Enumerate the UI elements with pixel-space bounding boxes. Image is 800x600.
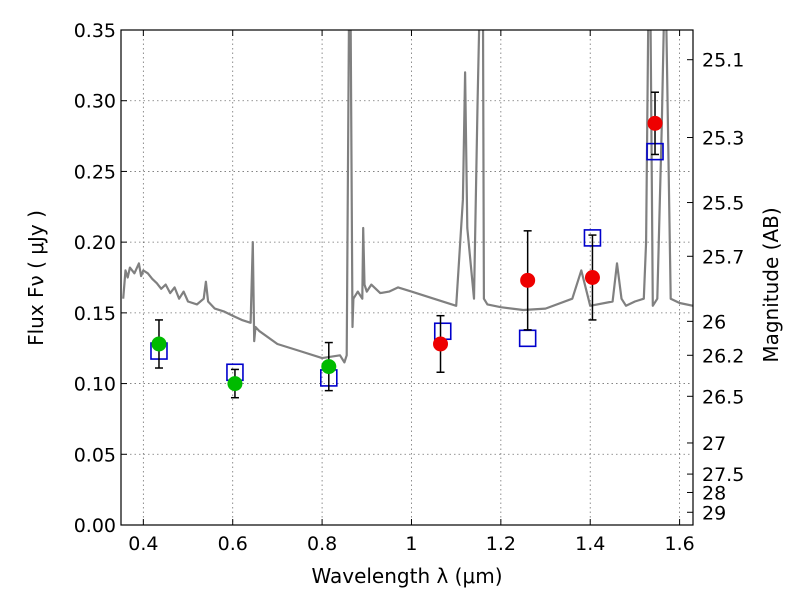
y-tick-label: 0.10: [74, 374, 116, 396]
model-photometry-square: [518, 329, 537, 348]
y-tick-label: 0.30: [74, 91, 116, 113]
x-tick-label: 0.4: [128, 533, 158, 555]
x-tick-label: 0.8: [307, 533, 337, 555]
y-tick-label: 0.00: [74, 515, 116, 537]
x-tick-label: 1: [405, 533, 417, 555]
x-axis-label: Wavelength λ (μm): [311, 564, 502, 588]
magnitude-tick-label: 25.3: [702, 127, 744, 149]
axes-ticks: 0.4 0.6 0.8 1 1.2 1.4 1.6 0.00 0.05 0.10 0.15 0.20 0…: [74, 20, 745, 555]
observed-flux-point: [433, 336, 449, 352]
markers: [150, 91, 664, 399]
y-tick-label: 0.05: [74, 444, 116, 466]
magnitude-tick-label: 26: [702, 311, 726, 333]
magnitude-tick-label: 27.5: [702, 464, 744, 486]
magnitude-tick-label: 25.1: [702, 50, 744, 72]
x-tick-label: 1.2: [486, 533, 516, 555]
x-tick-label: 1.4: [575, 533, 605, 555]
observed-flux-point: [151, 336, 167, 352]
y-tick-label: 0.35: [74, 20, 116, 42]
observed-flux-point: [520, 272, 536, 288]
y-tick-label: 0.15: [74, 303, 116, 325]
observed-flux-point: [227, 376, 243, 392]
y-tick-label: 0.20: [74, 232, 116, 254]
observed-flux-point: [321, 359, 337, 375]
magnitude-tick-label: 29: [702, 502, 726, 524]
observed-flux-point: [647, 115, 663, 131]
grid: [121, 29, 693, 526]
magnitude-tick-label: 27: [702, 433, 726, 455]
plot-area: [122, 30, 693, 364]
observed-flux-point: [584, 270, 600, 285]
magnitude-axis-label: Magnitude (AB): [759, 207, 783, 362]
x-tick-label: 1.6: [664, 533, 694, 555]
magnitude-tick-label: 28: [702, 482, 726, 504]
y-tick-label: 0.25: [74, 161, 116, 183]
plot-frame: [120, 29, 694, 526]
magnitude-tick-label: 26.2: [702, 345, 744, 367]
magnitude-tick-label: 25.5: [702, 193, 744, 215]
spectrum-line: [122, 30, 693, 364]
magnitude-tick-label: 26.5: [702, 386, 744, 408]
x-tick-label: 0.6: [218, 533, 248, 555]
magnitude-tick-label: 25.7: [702, 246, 744, 268]
y-axis-label: Flux Fν ( μJy ): [24, 210, 48, 346]
